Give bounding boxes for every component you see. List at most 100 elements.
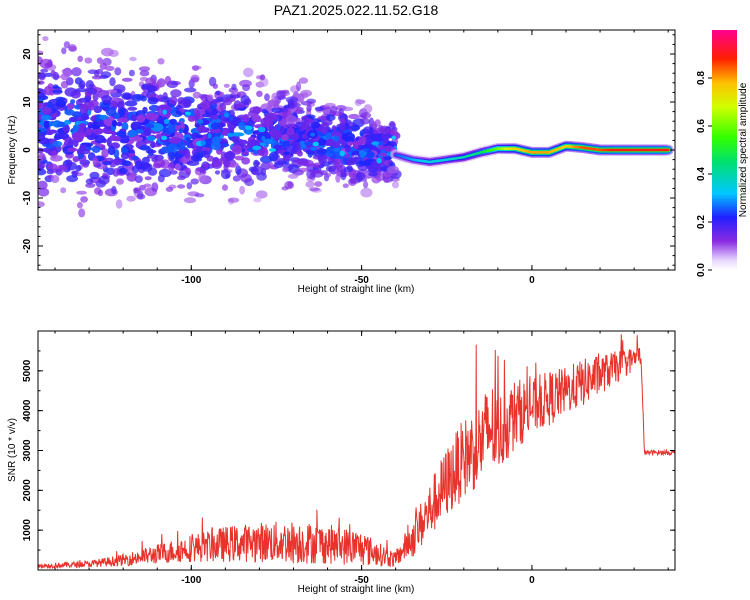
heatmap-blob xyxy=(298,77,309,84)
heatmap-blob xyxy=(91,145,101,153)
heatmap-blob xyxy=(92,157,99,166)
heatmap-blob xyxy=(58,133,70,139)
heatmap-blob xyxy=(334,159,341,167)
heatmap-blob xyxy=(65,159,73,167)
heatmap-blob xyxy=(211,141,221,151)
heatmap-blob xyxy=(169,170,178,175)
heatmap-blob xyxy=(331,138,341,148)
heatmap-blob xyxy=(256,90,263,98)
heatmap-blob xyxy=(135,129,144,134)
heatmap-blob xyxy=(105,65,115,71)
heatmap-blob xyxy=(287,174,299,179)
heatmap-blob xyxy=(99,114,109,120)
y-tick-label: 1000 xyxy=(22,519,33,542)
heatmap-blob xyxy=(239,79,252,87)
heatmap-blob xyxy=(182,98,192,108)
heatmap-blob xyxy=(342,183,349,188)
y-tick-label: 0 xyxy=(22,147,33,153)
heatmap-blob xyxy=(161,135,167,141)
heatmap-blob xyxy=(117,117,128,123)
heatmap-blob xyxy=(91,75,103,80)
heatmap-blob xyxy=(143,183,152,188)
heatmap-blob xyxy=(141,162,153,172)
heatmap-blob xyxy=(251,113,261,123)
heatmap-blob xyxy=(242,113,250,123)
heatmap-blob xyxy=(268,128,280,137)
colorbar-tick-label: 0.8 xyxy=(696,71,707,85)
heatmap-blob xyxy=(360,152,365,158)
heatmap-blob xyxy=(261,135,266,142)
heatmap-blob xyxy=(273,99,280,109)
heatmap-blob xyxy=(256,75,263,80)
heatmap-blob xyxy=(326,114,336,121)
colorbar-tick-label: 0.4 xyxy=(696,167,707,181)
heatmap-blob xyxy=(75,165,82,172)
heatmap-blob xyxy=(310,121,321,129)
heatmap-blob xyxy=(87,87,98,95)
heatmap-blob xyxy=(209,114,221,120)
heatmap-blob xyxy=(137,190,144,199)
heatmap-blob xyxy=(177,184,186,189)
heatmap-blob xyxy=(111,185,117,195)
heatmap-blob xyxy=(44,148,52,154)
heatmap-blob xyxy=(79,107,89,115)
heatmap-blob xyxy=(130,114,138,122)
heatmap-blob xyxy=(56,122,66,128)
heatmap-blob xyxy=(52,140,63,147)
heatmap-blob xyxy=(301,133,309,139)
heatmap-blob xyxy=(304,141,312,146)
snr-yticks: 1000 2000 3000 4000 5000 xyxy=(22,330,675,571)
heatmap-blob xyxy=(85,80,94,90)
heatmap-blob xyxy=(389,122,396,128)
heatmap-blob xyxy=(183,197,197,204)
heatmap-blob xyxy=(196,125,207,133)
heatmap-blob xyxy=(116,121,123,127)
heatmap-blob xyxy=(190,154,201,161)
x-tick-label: -100 xyxy=(181,575,201,586)
heatmap-blob xyxy=(138,66,151,72)
heatmap-blob xyxy=(254,161,261,166)
heatmap-blob xyxy=(157,94,164,102)
heatmap-blob xyxy=(231,83,237,91)
y-tick-label: 20 xyxy=(22,48,33,60)
heatmap-blob xyxy=(68,44,77,52)
heatmap-blob xyxy=(377,124,384,133)
heatmap-blob xyxy=(162,109,167,115)
heatmap-blob xyxy=(227,161,239,168)
heatmap-blob xyxy=(168,123,178,133)
heatmap-blob xyxy=(335,173,341,183)
heatmap-blob xyxy=(50,155,63,162)
heatmap-blob xyxy=(295,107,301,114)
heatmap-blob xyxy=(76,201,83,209)
heatmap-blob xyxy=(268,151,279,162)
heatmap-blob xyxy=(343,166,354,173)
heatmap-blob xyxy=(327,157,336,163)
heatmap-blob xyxy=(351,141,364,146)
heatmap-blob xyxy=(268,148,277,152)
y-tick-label: 3000 xyxy=(22,439,33,462)
snr-xticks: -100 -50 0 xyxy=(54,331,669,586)
heatmap-blob xyxy=(146,85,158,93)
heatmap-blob xyxy=(216,96,224,103)
heatmap-blob xyxy=(142,156,150,164)
snr-ylabel: SNR (10 * v/v) xyxy=(7,418,18,482)
heatmap-blob xyxy=(131,155,139,161)
heatmap-blob xyxy=(227,197,240,203)
heatmap-blob xyxy=(53,134,61,141)
heatmap-blob xyxy=(340,106,354,112)
heatmap-blob xyxy=(130,121,142,131)
heatmap-blob xyxy=(243,67,254,78)
heatmap-blob xyxy=(281,134,289,141)
heatmap-blob xyxy=(71,131,85,142)
heatmap-blob xyxy=(200,100,211,110)
heatmap-blob xyxy=(77,148,91,155)
heatmap-blob xyxy=(344,147,352,152)
heatmap-blob xyxy=(93,105,103,114)
heatmap-blob xyxy=(257,126,266,133)
heatmap-blob xyxy=(358,160,372,166)
heatmap-blob xyxy=(140,95,147,102)
heatmap-blobs xyxy=(38,36,674,218)
heatmap-ylabel: Frequency (Hz) xyxy=(7,116,18,185)
heatmap-blob xyxy=(98,175,110,185)
heatmap-blob xyxy=(268,161,274,168)
